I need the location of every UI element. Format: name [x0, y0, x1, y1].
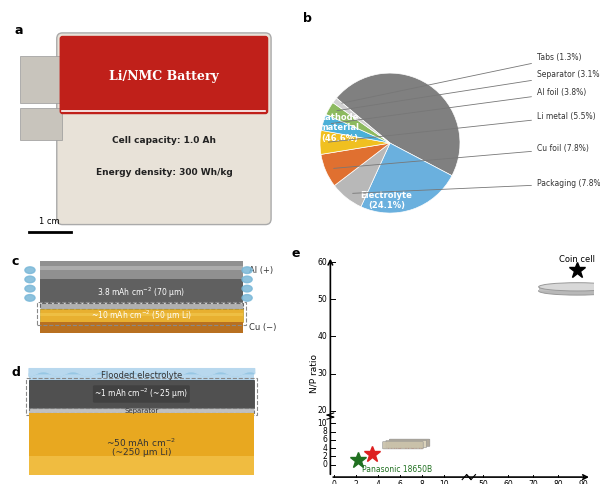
Ellipse shape — [539, 283, 600, 291]
Text: Cell capacity: 1.0 Ah: Cell capacity: 1.0 Ah — [112, 136, 216, 145]
FancyBboxPatch shape — [386, 440, 427, 448]
Text: 2: 2 — [353, 481, 358, 484]
Text: 90: 90 — [578, 481, 588, 484]
Text: Flooded electrolyte: Flooded electrolyte — [101, 371, 182, 380]
Text: c: c — [11, 256, 19, 268]
Circle shape — [25, 267, 35, 273]
Text: Panasonic 18650B: Panasonic 18650B — [362, 465, 433, 474]
Text: ~50 mAh cm$^{-2}$: ~50 mAh cm$^{-2}$ — [106, 437, 176, 449]
Text: 4: 4 — [322, 444, 327, 453]
Text: 8: 8 — [420, 481, 425, 484]
Bar — [40, 303, 243, 309]
Text: 6: 6 — [398, 481, 403, 484]
Text: Coin cell: Coin cell — [559, 255, 595, 264]
Text: 20: 20 — [317, 407, 327, 415]
Text: (~250 μm Li): (~250 μm Li) — [112, 448, 171, 456]
Text: Cu (−): Cu (−) — [248, 323, 276, 332]
FancyBboxPatch shape — [389, 439, 430, 446]
Text: 1 cm: 1 cm — [40, 217, 60, 226]
Bar — [29, 408, 254, 413]
FancyBboxPatch shape — [57, 33, 271, 225]
Bar — [29, 369, 254, 475]
Text: 60: 60 — [503, 481, 513, 484]
Text: 50: 50 — [478, 481, 488, 484]
Text: d: d — [11, 365, 20, 378]
Text: 4: 4 — [376, 481, 380, 484]
Circle shape — [25, 276, 35, 283]
Text: Al (+): Al (+) — [248, 266, 272, 274]
Text: b: b — [303, 12, 312, 25]
Text: 2: 2 — [322, 452, 327, 461]
Bar — [40, 322, 243, 333]
Ellipse shape — [539, 287, 600, 295]
Bar — [29, 456, 254, 475]
Bar — [40, 279, 243, 303]
Text: This work: This work — [386, 442, 422, 452]
Circle shape — [242, 295, 252, 301]
Text: Separator: Separator — [124, 408, 158, 414]
FancyBboxPatch shape — [59, 36, 268, 114]
Text: ~10 mAh cm$^{-2}$ (50 μm Li): ~10 mAh cm$^{-2}$ (50 μm Li) — [91, 308, 192, 323]
Circle shape — [242, 285, 252, 292]
Text: 70: 70 — [528, 481, 538, 484]
Text: 30: 30 — [317, 369, 327, 378]
Circle shape — [25, 295, 35, 301]
Text: 8: 8 — [322, 427, 327, 436]
FancyBboxPatch shape — [383, 441, 423, 449]
Text: e: e — [292, 247, 300, 260]
Circle shape — [242, 276, 252, 283]
Bar — [20, 56, 62, 103]
Text: 80: 80 — [553, 481, 563, 484]
Bar — [40, 309, 243, 322]
Bar — [29, 413, 254, 475]
Text: 10: 10 — [317, 419, 327, 428]
Text: ~1 mAh cm$^{-2}$ (~25 μm): ~1 mAh cm$^{-2}$ (~25 μm) — [94, 387, 188, 401]
Text: 50: 50 — [317, 295, 327, 304]
Bar — [40, 267, 243, 270]
Text: 60: 60 — [317, 257, 327, 267]
Text: 0: 0 — [322, 460, 327, 469]
Text: Li/NMC Battery: Li/NMC Battery — [109, 70, 219, 83]
Text: a: a — [14, 24, 23, 37]
Bar — [40, 261, 243, 279]
Text: N/P ratio: N/P ratio — [309, 354, 318, 393]
Bar — [29, 380, 254, 408]
Text: 40: 40 — [317, 332, 327, 341]
Bar — [539, 287, 600, 291]
Circle shape — [242, 267, 252, 273]
Bar — [20, 108, 62, 140]
Text: 6: 6 — [322, 436, 327, 444]
Text: Energy density: 300 Wh/kg: Energy density: 300 Wh/kg — [95, 168, 232, 177]
Circle shape — [25, 285, 35, 292]
Bar — [40, 313, 243, 317]
Text: 0: 0 — [331, 481, 336, 484]
Text: 10: 10 — [440, 481, 449, 484]
Text: 3.8 mAh cm$^{-2}$ (70 μm): 3.8 mAh cm$^{-2}$ (70 μm) — [97, 285, 185, 300]
